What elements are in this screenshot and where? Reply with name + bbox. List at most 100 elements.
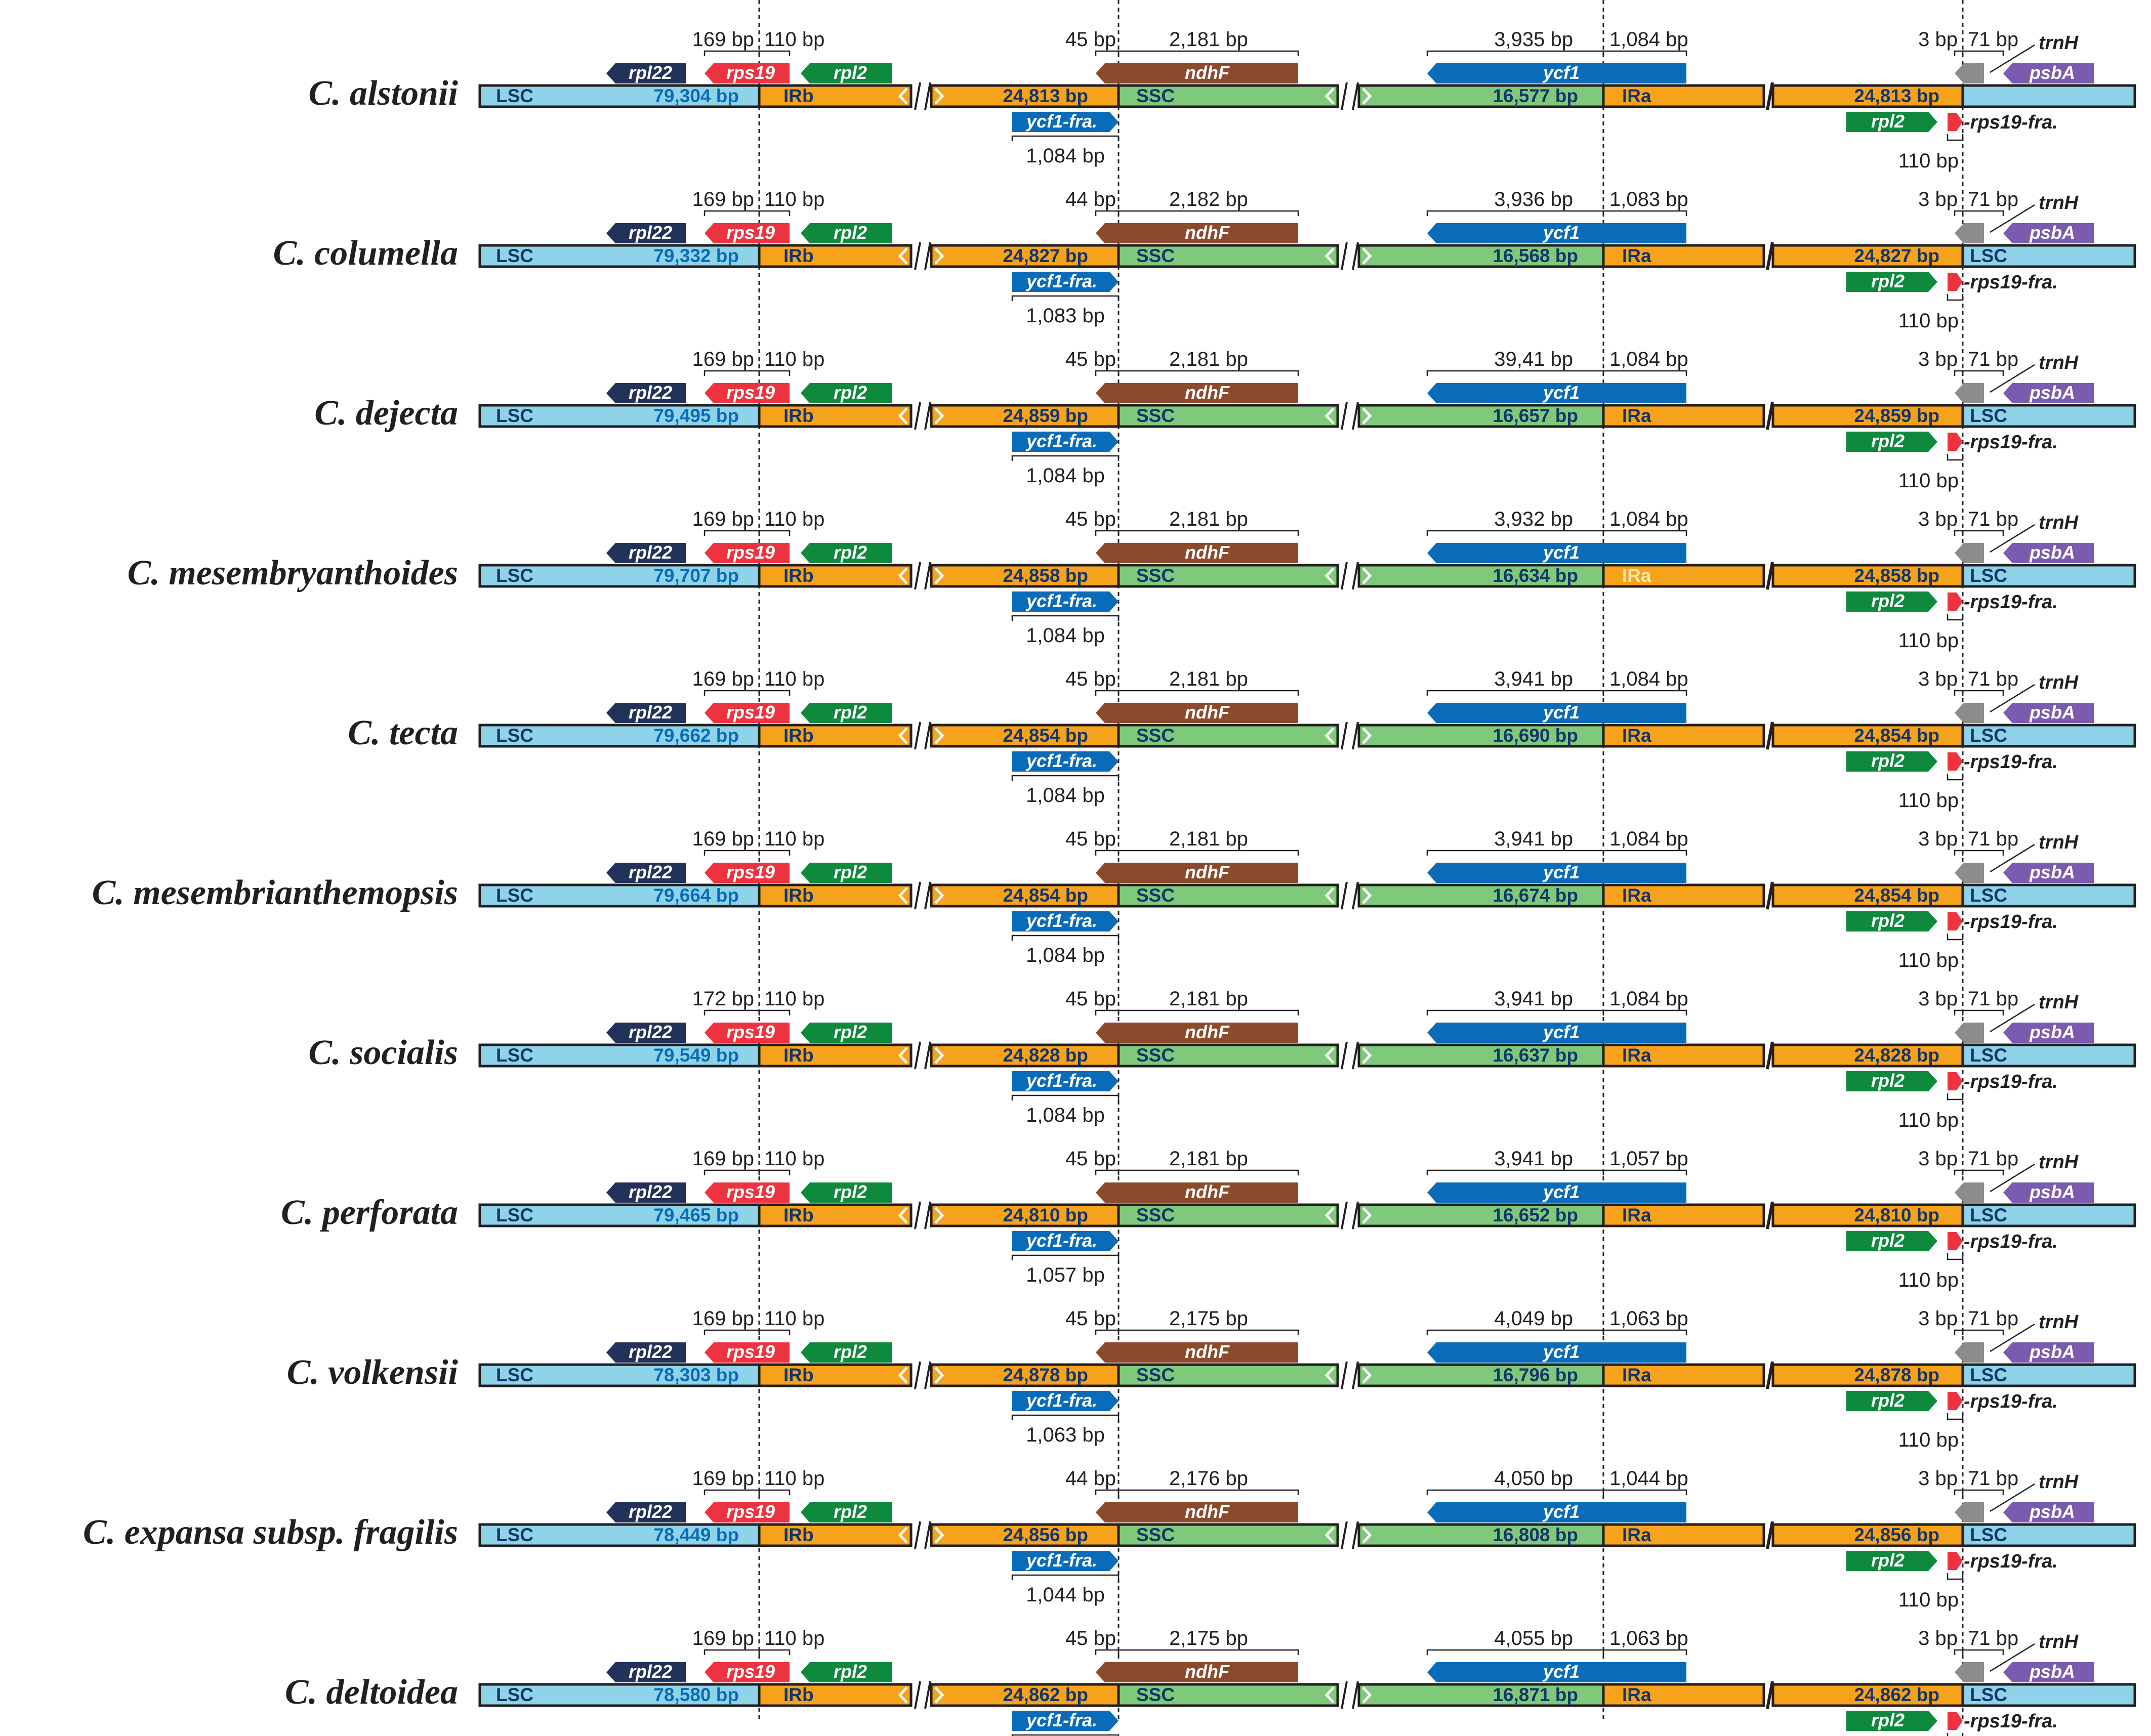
bracket-ycf1-fragment (1011, 1574, 1120, 1580)
lsc-region (478, 244, 761, 268)
gene-label-rps19-fragment: -rps19-fra. (1964, 591, 2058, 613)
gene-psbA (2003, 223, 2094, 243)
bp-ndhF-ir: 45 bp (1065, 828, 1116, 850)
bp-ndhF-ir: 44 bp (1065, 1467, 1116, 1490)
gene-label-rps19-fragment: -rps19-fra. (1964, 112, 2058, 133)
bp-ndhF-len: 2,181 bp (1169, 988, 1248, 1010)
gene-label-trnH: trnH (2039, 672, 2079, 693)
gene-ycf1-fragment (1012, 1071, 1119, 1091)
bp-psbA-gap: 71 bp (1968, 1467, 2018, 1490)
species-name: C. expansa subsp. fragilis (83, 1513, 458, 1552)
bracket-ndhF-ssc (1118, 1329, 1299, 1335)
gene-label-ndhF: ndhF (1185, 1501, 1230, 1522)
species-name: C. deltoidea (285, 1673, 458, 1712)
gene-ycf1 (1427, 383, 1686, 403)
region-label-irb: IRb (783, 1684, 814, 1705)
gene-label-rps19: rps19 (726, 1341, 775, 1362)
gene-label-ycf1-fragment: ycf1-fra. (1025, 1710, 1097, 1730)
bracket-psbA-gap (1962, 1649, 2004, 1655)
bracket-rps19-lsc (704, 370, 760, 376)
ssc-region-2 (1357, 724, 1605, 748)
bp-ycf1-ira: 1,063 bp (1609, 1307, 1688, 1330)
break-mark-1 (914, 1041, 931, 1070)
gene-rps19 (705, 1182, 790, 1203)
gene-label-rps19: rps19 (726, 542, 775, 563)
bracket-rps19-lsc (704, 690, 760, 696)
irb-length: 24,878 bp (1003, 1365, 1088, 1385)
bracket-ycf1-ssc (1426, 210, 1604, 216)
irb-region-2 (930, 1203, 1120, 1227)
gene-rps19 (705, 1342, 790, 1363)
gene-rpl2 (801, 383, 892, 403)
ssc-length: 16,637 bp (1493, 1045, 1578, 1066)
region-label-ssc: SSC (1136, 1205, 1175, 1225)
gene-label-ycf1: ycf1 (1542, 862, 1580, 882)
region-label-lsc-end: LSC (1970, 405, 2007, 426)
gene-rpl2 (801, 1342, 892, 1363)
gene-label-rpl2-ira: rpl2 (1871, 590, 1905, 611)
region-label-irb: IRb (783, 1525, 814, 1545)
gene-ycf1-fragment (1012, 1551, 1119, 1571)
break-mark-2 (1341, 1041, 1359, 1070)
gene-ycf1 (1427, 1662, 1686, 1682)
region-label-irb: IRb (783, 1045, 814, 1066)
gene-ndhF (1096, 223, 1298, 243)
bp-rps19-ir: 110 bp (764, 28, 824, 51)
lsc-region-end (1961, 84, 2136, 108)
region-label-ira: IRa (1622, 1684, 1651, 1705)
ira-region (1602, 1043, 1765, 1068)
ssc-length: 16,634 bp (1493, 565, 1578, 586)
region-label-lsc: LSC (496, 725, 533, 746)
gene-ycf1 (1427, 63, 1686, 83)
bracket-ndhF-ssc (1118, 1649, 1299, 1655)
bracket-ycf1-fragment (1011, 1414, 1120, 1420)
break-mark-3 (1766, 1521, 1774, 1549)
ira-region-2 (1771, 244, 1964, 268)
gene-ycf1 (1427, 1023, 1686, 1043)
lsc-length: 79,495 bp (653, 405, 739, 426)
ira-region-2 (1771, 1203, 1964, 1227)
bracket-ycf1-fragment (1011, 935, 1120, 941)
bracket-rps19-fragment (1947, 614, 1964, 621)
gene-label-rpl2: rpl2 (834, 1341, 867, 1362)
bp-rps19-ir: 110 bp (764, 668, 824, 690)
ira-region-2 (1771, 1043, 1964, 1068)
bp-rps19-fragment: 110 bp (1898, 1589, 1959, 1611)
bp-psbA-gap: 71 bp (1968, 668, 2018, 690)
region-label-ssc: SSC (1136, 1525, 1175, 1545)
gene-label-trnH: trnH (2039, 1471, 2079, 1493)
lsc-length: 78,580 bp (653, 1684, 739, 1705)
bp-rps19-ir: 110 bp (764, 1307, 824, 1330)
trnH-leader (1990, 364, 2035, 393)
ira-length: 24,859 bp (1854, 405, 1939, 426)
gene-label-ycf1: ycf1 (1542, 1661, 1580, 1682)
irb-region (758, 724, 913, 748)
ssc-region (1117, 883, 1339, 908)
region-label-ira: IRa (1622, 405, 1651, 426)
region-label-ssc: SSC (1136, 1045, 1175, 1066)
region-label-ssc: SSC (1136, 86, 1175, 106)
gene-label-rpl2-ira: rpl2 (1871, 271, 1905, 291)
chevron-icon-3 (1325, 247, 1335, 265)
ira-region-2 (1771, 84, 1964, 108)
species-row: C. expansa subsp. fragilis LSC 78,449 bp IR… (83, 1467, 2136, 1611)
bp-rps19-ir: 110 bp (764, 1627, 824, 1649)
bp-rps19-fragment: 110 bp (1898, 629, 1959, 652)
bp-rps19-fragment: 110 bp (1898, 949, 1959, 971)
ssc-length: 16,808 bp (1493, 1525, 1578, 1545)
bracket-ycf1-fragment (1011, 775, 1120, 781)
region-label-irb: IRb (783, 725, 814, 746)
gene-label-rpl22: rpl22 (629, 862, 672, 882)
bp-ycf1-fragment: 1,084 bp (1026, 464, 1105, 487)
trnH-leader (1990, 1323, 2035, 1352)
irb-length: 24,813 bp (1003, 86, 1088, 106)
bp-ndhF-ir: 45 bp (1065, 348, 1116, 370)
bracket-rps19-lsc (704, 1009, 760, 1015)
break-mark-2 (1341, 242, 1359, 270)
bracket-ndhF-ssc (1118, 690, 1299, 696)
region-label-lsc-end: LSC (1970, 1045, 2007, 1066)
region-label-lsc: LSC (496, 245, 533, 266)
gene-label-psbA: psbA (2029, 1022, 2075, 1042)
gene-label-ycf1-fragment: ycf1-fra. (1025, 1070, 1097, 1091)
bp-rps19-fragment: 110 bp (1898, 1269, 1959, 1291)
